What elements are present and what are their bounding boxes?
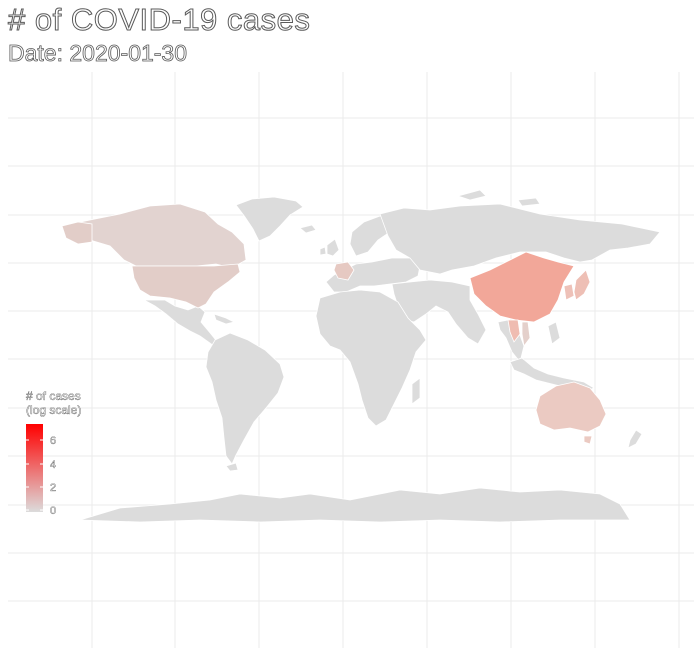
- region-france: [333, 261, 355, 281]
- legend-title: # of cases: [26, 389, 81, 403]
- south-america: [205, 332, 285, 465]
- legend-tick-6: 6: [50, 435, 56, 447]
- legend-tick-0: 0: [50, 505, 56, 517]
- map-title: # of COVID-19 cases: [7, 2, 311, 38]
- africa: [315, 289, 427, 427]
- madagascar: [411, 377, 421, 405]
- color-legend: # of cases (log scale) 6 4 2 0: [26, 389, 82, 517]
- iceland: [299, 224, 317, 234]
- caribbean: [213, 313, 236, 325]
- region-vietnam: [521, 321, 531, 347]
- new-zealand: [627, 429, 643, 449]
- region-tasmania: [583, 435, 593, 445]
- grid: [8, 72, 694, 648]
- tierra-del-fuego: [225, 462, 239, 472]
- legend-colorbar: [26, 424, 43, 512]
- legend-subtitle: (log scale): [26, 403, 81, 417]
- region-alaska: [61, 221, 93, 245]
- region-korea: [563, 283, 575, 301]
- russia-central-asia: [379, 203, 661, 275]
- philippines: [547, 321, 561, 345]
- legend-tick-2: 2: [50, 482, 56, 494]
- greenland: [235, 196, 304, 242]
- region-china: [469, 251, 575, 323]
- russia-islands: [456, 189, 541, 207]
- map-subtitle: Date: 2020-01-30: [8, 40, 188, 67]
- region-usa: [131, 263, 241, 309]
- region-japan: [573, 269, 591, 301]
- europe-north: [349, 215, 395, 257]
- uk-ireland: [319, 238, 340, 257]
- legend-tick-4: 4: [50, 459, 56, 471]
- region-thailand: [507, 319, 521, 343]
- region-australia: [535, 381, 607, 433]
- antarctica: [79, 487, 631, 523]
- mexico-central-america: [143, 299, 220, 347]
